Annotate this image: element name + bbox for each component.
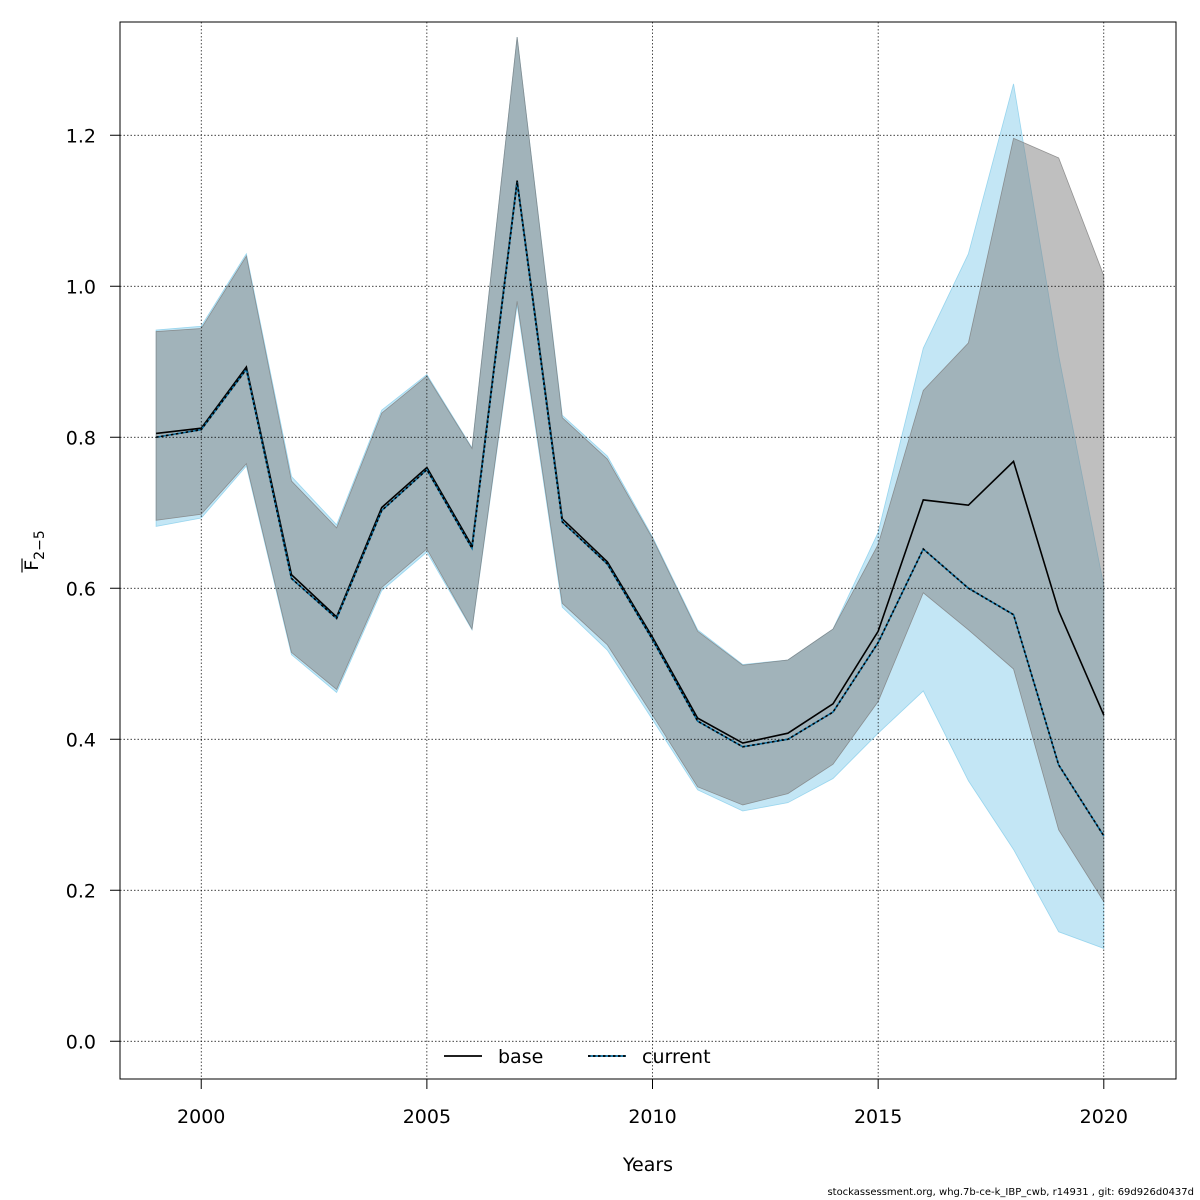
y-axis-title-main: F — [21, 560, 43, 571]
y-tick-label: 0.8 — [66, 427, 96, 449]
y-axis-title: F2−5 — [21, 530, 48, 573]
legend: base current — [444, 1046, 711, 1068]
series-line-base — [156, 180, 1105, 744]
legend-label-base: base — [498, 1046, 543, 1068]
svg-text:F2−5: F2−5 — [21, 530, 48, 570]
x-tick-label: 2000 — [177, 1106, 225, 1128]
series-lines — [155, 180, 1105, 837]
y-axis: 0.0 0.2 0.4 0.6 0.8 1.0 1.2 — [66, 125, 120, 1053]
x-axis-title: Years — [622, 1154, 673, 1176]
y-tick-label: 0.6 — [66, 578, 96, 600]
grid-lines — [120, 22, 1176, 1079]
plot-frame — [119, 21, 1177, 1080]
x-tick-label: 2010 — [628, 1106, 676, 1128]
y-tick-label: 1.2 — [66, 125, 96, 147]
confidence-bands — [155, 37, 1105, 949]
y-tick-label: 1.0 — [66, 276, 96, 298]
confidence-band-base — [155, 37, 1105, 903]
x-tick-label: 2020 — [1080, 1106, 1128, 1128]
footer-credit: stockassessment.org, whg.7b-ce-k_IBP_cwb… — [827, 1187, 1194, 1198]
y-tick-label: 0.2 — [66, 880, 96, 902]
series-line-current — [155, 181, 1105, 837]
x-axis: 2000 2005 2010 2015 2020 — [177, 1079, 1128, 1128]
y-tick-label: 0.4 — [66, 729, 96, 751]
x-tick-label: 2005 — [403, 1106, 451, 1128]
legend-label-current: current — [642, 1046, 711, 1068]
y-tick-label: 0.0 — [66, 1031, 96, 1053]
x-tick-label: 2015 — [854, 1106, 902, 1128]
y-axis-title-subscript: 2−5 — [32, 530, 48, 560]
